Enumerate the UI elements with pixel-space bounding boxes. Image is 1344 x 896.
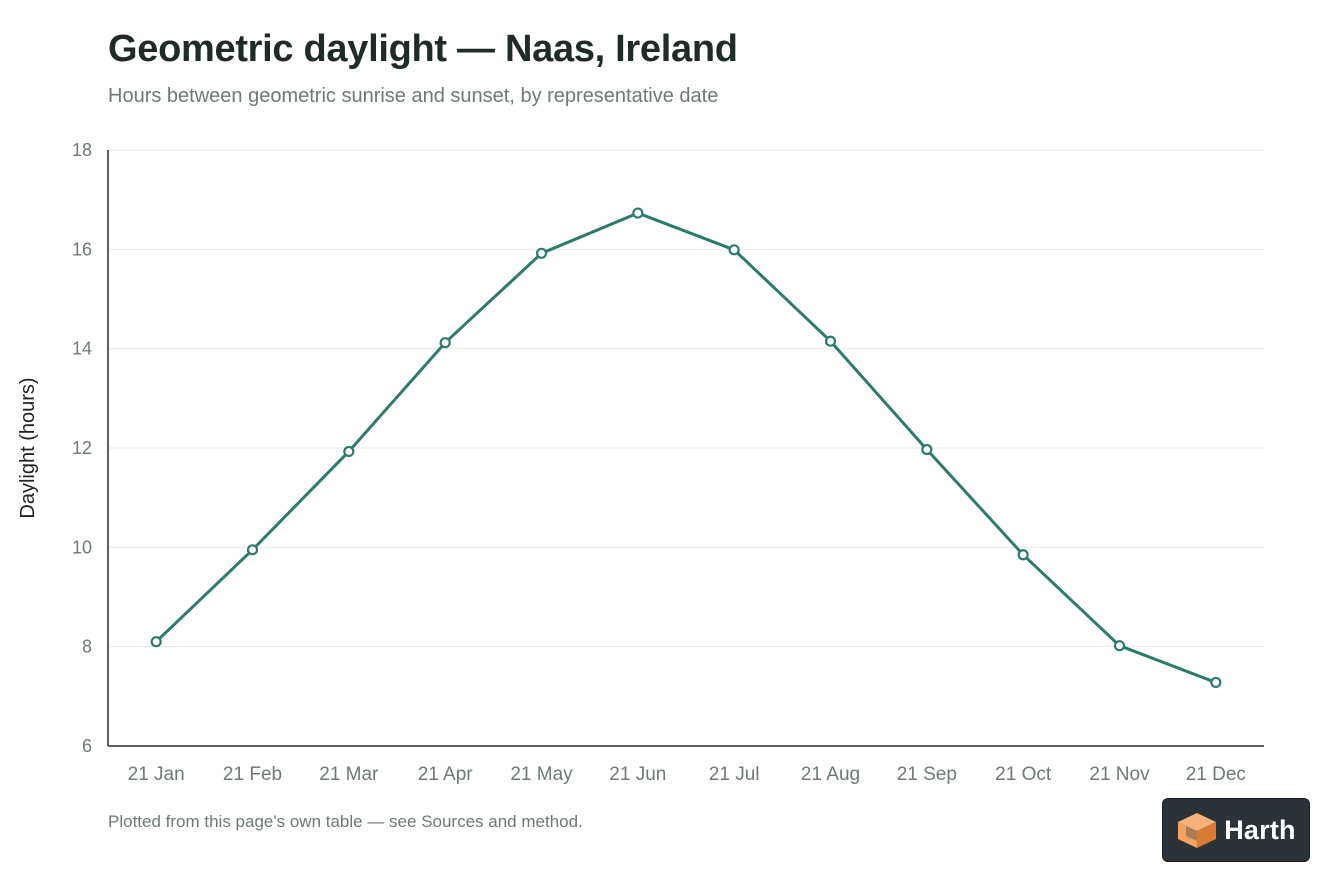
y-tick-label: 6: [82, 736, 92, 756]
x-tick-label: 21 Feb: [223, 764, 282, 785]
chart-title: Geometric daylight — Naas, Ireland: [108, 28, 738, 70]
data-point: [1017, 549, 1029, 561]
x-tick-label: 21 Dec: [1186, 764, 1246, 785]
y-tick-label: 12: [72, 438, 92, 458]
y-tick-label: 10: [72, 537, 92, 557]
y-tick-label: 16: [72, 239, 92, 259]
data-point: [728, 244, 740, 256]
data-point: [632, 207, 644, 219]
data-point: [439, 337, 451, 349]
x-tick-label: 21 Aug: [801, 764, 860, 785]
brand-badge[interactable]: Harth: [1162, 798, 1310, 862]
brand-name: Harth: [1224, 814, 1296, 845]
y-tick-label: 18: [72, 140, 92, 160]
x-tick-label: 21 Jun: [609, 764, 666, 785]
x-tick-label: 21 Jan: [128, 764, 185, 785]
data-point: [824, 335, 837, 347]
y-axis-label: Daylight (hours): [17, 377, 39, 518]
source-footnote: Plotted from this page's own table — see…: [108, 812, 583, 831]
x-tick-label: 21 Mar: [319, 764, 379, 785]
x-tick-label: 21 Oct: [995, 764, 1052, 785]
y-tick-label: 14: [72, 339, 92, 359]
x-tick-label: 21 May: [510, 764, 573, 785]
data-point: [343, 445, 355, 458]
data-point: [921, 443, 933, 456]
x-tick-label: 21 Sep: [897, 764, 957, 785]
x-tick-label: 21 Jul: [709, 764, 760, 785]
data-point: [1113, 640, 1126, 652]
x-tick-label: 21 Apr: [418, 764, 474, 785]
series-line: [154, 211, 1218, 684]
y-tick-label: 8: [82, 637, 92, 657]
data-point: [246, 544, 259, 556]
data-point: [150, 636, 162, 648]
orange-cube-icon: [1178, 813, 1217, 848]
chart-subtitle: Hours between geometric sunrise and suns…: [108, 85, 719, 107]
data-point: [535, 247, 548, 259]
data-point: [1210, 676, 1222, 689]
x-tick-label: 21 Nov: [1089, 764, 1150, 785]
